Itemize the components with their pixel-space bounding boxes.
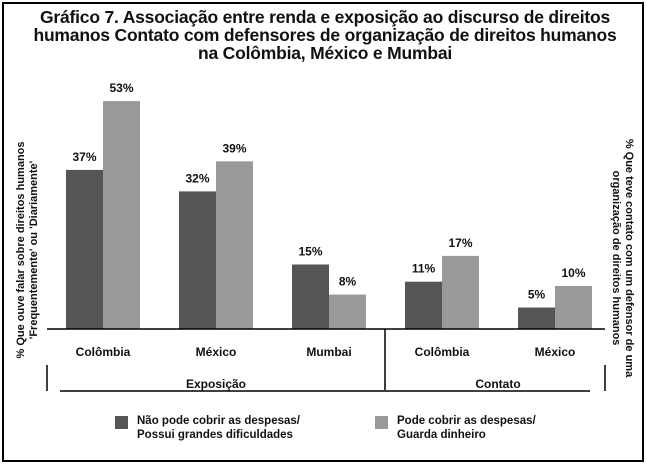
group-label-exposicao: Exposição [186,377,246,391]
bar-low-income-0 [66,169,103,329]
category-label: Mumbai [306,345,351,359]
bar-value-label: 32% [185,171,209,185]
legend-swatch-1 [375,416,388,429]
bar-high-income-1 [216,161,253,329]
bar-low-income-1 [179,191,216,329]
bar-value-label: 39% [222,141,246,155]
bar-value-label: 17% [448,236,472,250]
y-axis-label-right-line: organização de direitos humanos [610,171,622,346]
category-label: Colômbia [76,345,131,359]
bar-high-income-4 [555,286,592,329]
chart-title-line-3: na Colômbia, México e Mumbai [197,43,453,63]
bar-value-label: 53% [109,81,133,95]
bar-low-income-3 [405,281,442,329]
legend-swatch-0 [115,416,128,429]
chart-title-line-1: Gráfico 7. Associação entre renda e expo… [39,7,611,27]
bar-high-income-3 [442,255,479,329]
y-axis-label-right: % Que teve contato com um defensor de um… [610,139,635,378]
category-label: México [535,345,576,359]
bar-low-income-4 [518,307,555,329]
legend-label-1: Guarda dinheiro [397,429,486,441]
chart-title-line-2: humanos Contato com defensores de organi… [33,25,617,45]
y-axis-label-left: % Que ouve falar sobre direitos humanos '… [15,142,40,359]
y-axis-label-left-line: % Que ouve falar sobre direitos humanos [15,142,27,359]
legend-label-0: Possui grandes dificuldades [137,429,293,441]
legend-label-0: Não pode cobrir as despesas/ [137,415,301,427]
group-label-contato: Contato [475,377,520,391]
bar-value-label: 11% [412,262,436,276]
bar-value-label: 10% [561,266,585,280]
y-axis-label-right-line: % Que teve contato com um defensor de um… [623,139,635,378]
bar-value-label: 15% [298,245,322,259]
chart-title: Gráfico 7. Associação entre renda e expo… [20,8,630,62]
bar-value-label: 37% [72,150,96,164]
bar-low-income-2 [292,264,329,329]
legend-label-1: Pode cobrir as despesas/ [397,415,537,427]
category-label: México [196,345,237,359]
bar-value-label: 8% [339,275,357,289]
bar-high-income-2 [329,294,366,329]
y-axis-label-left-line: 'Frequentemente' ou 'Diariamente' [28,160,40,339]
bar-high-income-0 [103,101,140,329]
bar-value-label: 5% [528,288,546,302]
category-label: Colômbia [415,345,470,359]
